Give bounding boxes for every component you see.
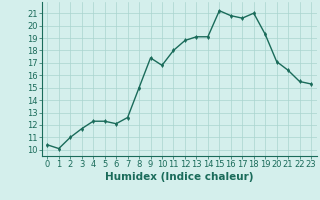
X-axis label: Humidex (Indice chaleur): Humidex (Indice chaleur) bbox=[105, 172, 253, 182]
